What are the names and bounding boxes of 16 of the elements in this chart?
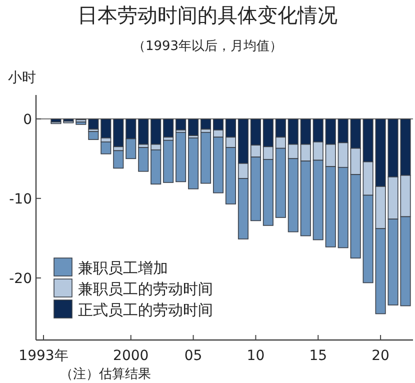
- y-tick-label: -10: [9, 191, 32, 208]
- chart-subtitle: （1993年以后，月均值）: [132, 39, 283, 54]
- legend-label: 兼职员工增加: [78, 259, 168, 277]
- x-tick-label: 20: [372, 348, 390, 364]
- x-tick-label: 2000: [113, 348, 149, 364]
- text: （注）估算结果: [60, 367, 151, 382]
- y-axis-title: 小时: [8, 70, 36, 86]
- x-tick-label: 1993年: [18, 348, 68, 364]
- x-tick-label: 10: [246, 348, 265, 364]
- x-tick-label: 15: [309, 348, 328, 364]
- legend-label: 兼职员工的劳动时间: [78, 280, 213, 298]
- x-tick-label: 05: [184, 348, 202, 364]
- y-tick-label: -20: [9, 270, 32, 287]
- y-tick-label: 0: [23, 112, 32, 128]
- legend-label: 正式员工的劳动时间: [78, 301, 213, 319]
- chart-title: 日本劳动时间的具体变化情况: [78, 3, 338, 27]
